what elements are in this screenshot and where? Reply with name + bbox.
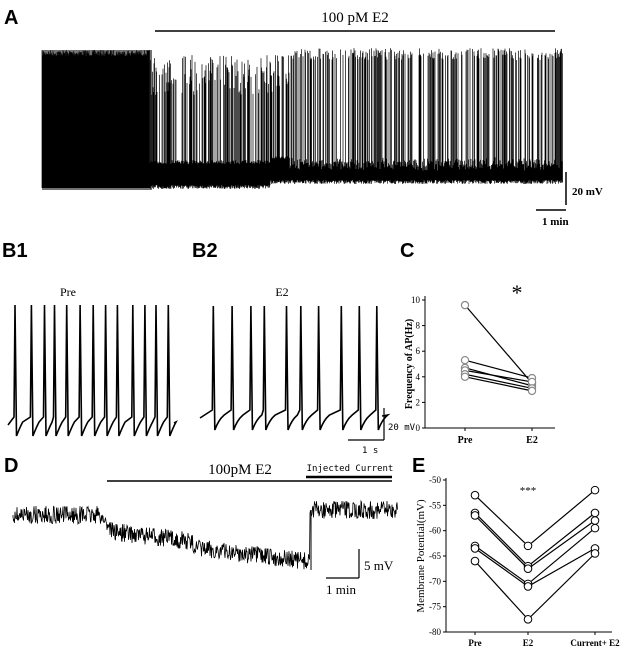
y-tick-label: 10 [411, 295, 421, 305]
panel-label-c: C [400, 240, 414, 262]
y-tick-label: -75 [429, 602, 441, 612]
pair-line [464, 373, 533, 389]
membrane-trace [12, 499, 398, 570]
x-tick-label: Pre [468, 638, 481, 648]
panel-b1: Pre [7, 285, 178, 437]
chart-e: Membrane Potential(mV) *** -50 -55 -60 -65 -… [415, 475, 620, 648]
injected-current-label: Injected Current [307, 464, 394, 474]
y-tick-label: 6 [416, 346, 421, 356]
pair-line [464, 369, 533, 383]
y-axis-label: Membrane Potential(mV) [415, 499, 427, 613]
y-tick-label: -70 [429, 576, 441, 586]
x-tick-label: E2 [523, 638, 534, 648]
pair-line [464, 304, 533, 384]
pair-line [464, 359, 533, 379]
voltage-trace [41, 48, 563, 190]
y-tick-label: 4 [416, 372, 421, 382]
data-point [590, 508, 600, 518]
panel-a: 100 pM E2 20 mV 1 min [41, 10, 603, 228]
dense-firing-block [42, 50, 152, 190]
y-tick-label: -50 [429, 475, 441, 485]
data-point [523, 564, 533, 573]
series-line [474, 489, 596, 547]
data-point [460, 372, 470, 381]
panel-label-d: D [4, 455, 18, 477]
panel-label-e: E [412, 455, 425, 477]
data-point [523, 541, 533, 551]
panel-label-a: A [4, 7, 18, 29]
panel-label-b1: B1 [2, 240, 28, 262]
scale-label-voltage: 20 mV [572, 186, 603, 198]
data-point [523, 582, 533, 591]
scale-label-time: 1 s [362, 446, 378, 456]
treatment-label: 100 pM E2 [321, 10, 389, 26]
condition-label: E2 [275, 285, 288, 299]
data-point [590, 516, 600, 525]
data-point [590, 549, 600, 558]
data-point [470, 511, 480, 520]
y-tick-label: -60 [429, 526, 441, 536]
panel-b2: E2 20 mV 1 s [199, 285, 416, 456]
x-tick-label: Current+ E2 [570, 638, 620, 648]
pair-line [464, 367, 533, 387]
panel-label-b2: B2 [192, 240, 218, 262]
data-point [527, 386, 537, 396]
panel-d: 100pM E2 Injected Current 5 mV 1 min [12, 462, 398, 597]
scale-label-time: 1 min [542, 216, 569, 228]
spike-trace [199, 305, 391, 431]
spike-trace [7, 304, 178, 437]
x-tick-label: E2 [526, 435, 538, 446]
data-point [460, 300, 470, 310]
series-line [474, 527, 596, 585]
significance-marker: *** [520, 485, 537, 497]
y-tick-label: -80 [429, 627, 441, 637]
scale-label-time: 1 min [326, 582, 356, 597]
data-point [523, 615, 533, 624]
data-point [460, 355, 470, 365]
y-axis-label: Frequency of AP(Hz) [404, 319, 415, 409]
y-tick-label: 8 [416, 321, 421, 331]
chart-c: Frequency of AP(Hz) * 0 2 4 6 8 10 Pre E2 [404, 280, 555, 446]
trace-line [12, 499, 398, 570]
y-tick-label: 0 [416, 423, 421, 433]
x-tick-label: Pre [458, 435, 473, 446]
condition-label: Pre [60, 285, 76, 299]
data-point [590, 523, 600, 533]
significance-marker: * [512, 280, 523, 305]
data-point [590, 485, 600, 495]
data-point [470, 544, 480, 553]
pair-line [464, 376, 533, 392]
scale-label-voltage: 5 mV [364, 558, 394, 573]
data-point [470, 490, 480, 500]
y-tick-label: 2 [416, 397, 421, 407]
scale-label-voltage: 20 mV [388, 423, 416, 433]
data-point [470, 556, 480, 566]
y-tick-label: -55 [429, 500, 441, 510]
treatment-label: 100pM E2 [208, 462, 272, 478]
y-tick-label: -65 [429, 551, 441, 561]
